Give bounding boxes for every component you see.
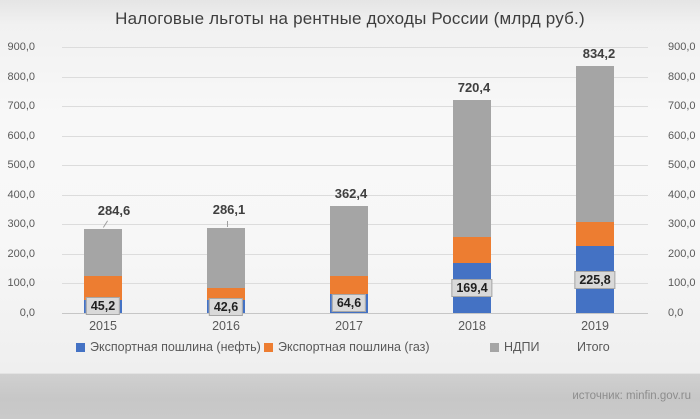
source-text: источник: minfin.gov.ru xyxy=(572,390,691,402)
y-axis-tick-label-right: 700,0 xyxy=(668,100,696,113)
value-label-box: 64,6 xyxy=(331,294,367,313)
legend-swatch xyxy=(264,342,273,352)
x-axis-label: 2019 xyxy=(581,319,609,333)
y-axis-tick-label-right: 400,0 xyxy=(668,188,696,201)
y-axis-tick-label-right: 0,0 xyxy=(668,307,684,319)
value-label-box: 42,6 xyxy=(208,297,244,316)
legend-label: Итого xyxy=(577,340,610,354)
legend-item: Экспортная пошлина (газ) xyxy=(264,340,430,354)
bar-segment-ndpi xyxy=(84,228,122,276)
bar-segment-gas xyxy=(84,275,122,300)
total-label: 362,4 xyxy=(334,185,368,201)
total-label: 286,1 xyxy=(212,202,246,218)
x-axis-label: 2016 xyxy=(212,319,240,333)
total-label: 720,4 xyxy=(457,80,491,96)
y-axis-tick-label-left: 200,0 xyxy=(7,247,35,260)
y-axis-tick-label-right: 300,0 xyxy=(668,218,696,231)
y-axis-tick-label-left: 300,0 xyxy=(7,218,35,231)
y-axis-tick-label-left: 900,0 xyxy=(7,41,35,53)
bar-segment-gas xyxy=(576,221,614,247)
chart-title: Налоговые льготы на рентные доходы Росси… xyxy=(115,9,585,28)
gridline xyxy=(62,76,648,78)
gridline xyxy=(62,165,648,167)
y-axis-tick-label-right: 500,0 xyxy=(668,159,696,172)
y-axis-tick-label-right: 900,0 xyxy=(668,41,696,53)
y-axis-tick-label-right: 600,0 xyxy=(668,129,696,142)
legend-label: Экспортная пошлина (газ) xyxy=(278,340,430,354)
legend-item: Итого xyxy=(577,340,610,354)
y-axis-tick-label-left: 700,0 xyxy=(7,100,35,113)
gridline xyxy=(62,135,648,137)
total-label: 284,6 xyxy=(97,202,131,218)
value-label-box: 45,2 xyxy=(85,297,121,316)
y-axis-tick-label-left: 0,0 xyxy=(19,307,35,319)
y-axis-tick-label-left: 400,0 xyxy=(7,188,35,201)
legend-label: Экспортная пошлина (нефть) xyxy=(90,340,261,354)
x-axis-label: 2015 xyxy=(89,319,117,333)
value-label-box: 169,4 xyxy=(451,278,493,297)
y-axis-tick-label-right: 100,0 xyxy=(668,277,696,290)
legend-item: НДПИ xyxy=(490,340,539,354)
y-axis-tick-label-left: 600,0 xyxy=(7,129,35,142)
y-axis-tick-label-left: 800,0 xyxy=(7,70,35,83)
y-axis-tick-label-left: 100,0 xyxy=(7,277,35,290)
y-axis-tick-label-left: 500,0 xyxy=(7,159,35,172)
gridline xyxy=(62,194,648,196)
gridline xyxy=(62,106,648,108)
bar-segment-ndpi xyxy=(207,228,245,288)
legend-label: НДПИ xyxy=(504,340,540,354)
legend-item: Экспортная пошлина (нефть) xyxy=(76,340,261,354)
bar-segment-ndpi xyxy=(330,205,368,277)
y-axis-tick-label-right: 200,0 xyxy=(668,247,696,260)
gridline xyxy=(62,47,648,48)
footer-strip: источник: minfin.gov.ru xyxy=(0,373,700,419)
gridline xyxy=(62,313,648,314)
y-axis-tick-label-right: 800,0 xyxy=(668,70,696,83)
legend-swatch xyxy=(490,342,499,352)
bar-segment-gas xyxy=(330,276,368,294)
bar-segment-ndpi xyxy=(576,66,614,222)
legend-swatch xyxy=(76,342,85,352)
bar-segment-gas xyxy=(207,287,245,301)
bar-segment-gas xyxy=(453,236,491,263)
bar-segment-ndpi xyxy=(453,100,491,237)
total-label: 834,2 xyxy=(582,46,616,62)
label-callout-line xyxy=(227,221,228,228)
x-axis-label: 2017 xyxy=(335,319,363,333)
value-label-box: 225,8 xyxy=(574,270,616,289)
x-axis-label: 2018 xyxy=(458,319,486,333)
